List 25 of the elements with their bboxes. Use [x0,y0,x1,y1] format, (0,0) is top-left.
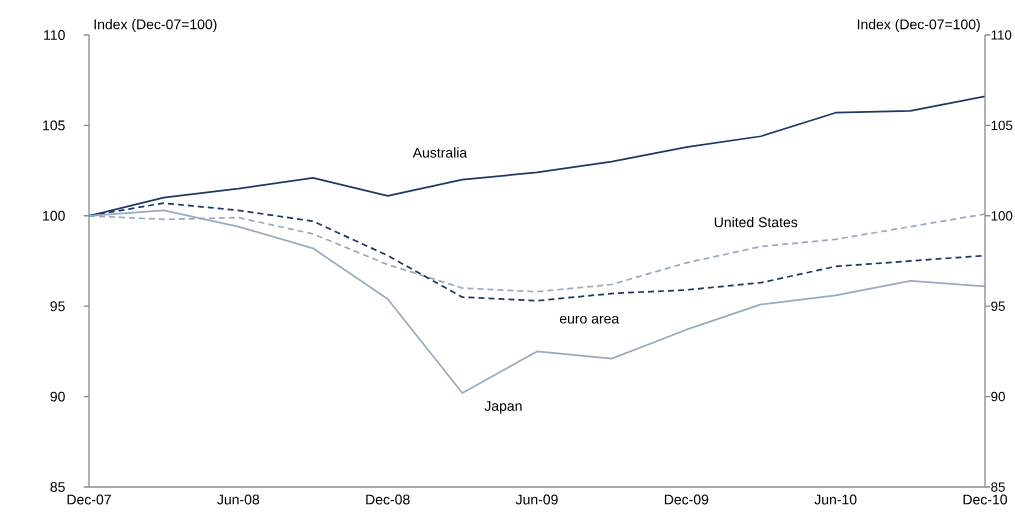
series-label: United States [714,216,798,228]
x-tick-label: Dec-07 [67,494,111,505]
x-tick-label: Dec-08 [366,494,410,505]
x-tick-label: Jun-10 [814,494,857,505]
y2-tick-label: 85 [991,482,1005,492]
y-axis-title: Index (Dec-07=100) [94,19,217,33]
series-label: euro area [559,315,620,324]
y2-tick-label: 100 [991,211,1013,221]
y-tick-label: 100 [43,210,65,221]
y2-tick-label: 95 [991,301,1005,311]
y-tick-label: 90 [50,391,65,402]
series-label: Australia [412,147,468,158]
x-tick-label: Dec-09 [664,494,709,505]
series-label: Japan [484,401,522,414]
y2-tick-label: 110 [991,30,1012,40]
x-tick-label: Jun-08 [217,494,260,505]
y2-tick-label: 90 [991,391,1005,402]
y-tick-label: 95 [50,301,65,312]
y2-tick-label: 105 [991,120,1013,131]
x-tick-label: Jun-09 [515,494,558,505]
x-tick-label: Dec-10 [963,494,1007,505]
y-tick-label: 110 [44,30,65,40]
y-tick-label: 85 [50,482,65,492]
y-tick-label: 105 [43,120,65,131]
y2-axis-title: Index (Dec-07=100) [857,19,980,33]
